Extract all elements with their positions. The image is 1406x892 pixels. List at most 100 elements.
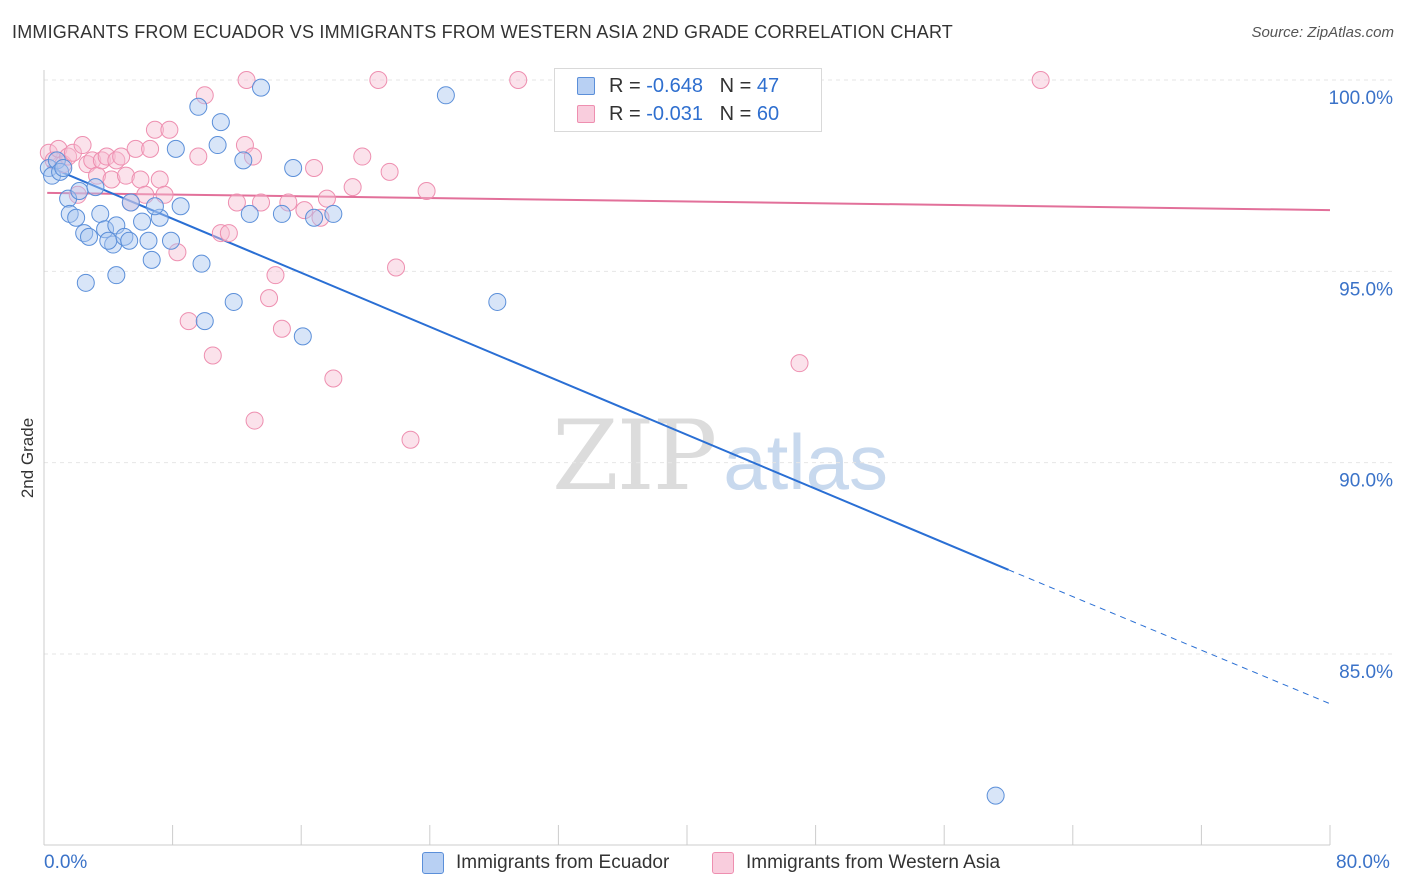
western-asia-point	[1031, 71, 1050, 89]
ecuador-point	[99, 231, 118, 250]
ecuador-point	[252, 78, 271, 97]
ecuador-point	[436, 86, 455, 105]
ecuador-point	[86, 178, 105, 197]
ecuador-point	[240, 204, 259, 223]
watermark-zip: ZIP	[552, 400, 717, 512]
ecuador-point	[305, 208, 324, 227]
western-asia-point	[266, 266, 285, 285]
western-asia-point	[279, 193, 298, 212]
ecuador-point	[80, 227, 99, 246]
ecuador-points	[39, 78, 1005, 805]
western-asia-point	[305, 159, 324, 178]
x-tick-label-max: 80.0%	[1336, 852, 1390, 873]
legend-r-value-western-asia: -0.031	[646, 102, 703, 125]
series-legend-item-western-asia: Immigrants from Western Asia	[712, 852, 1000, 874]
western-asia-point	[790, 354, 809, 373]
legend-swatch-ecuador	[577, 77, 595, 95]
legend-r-label: R =	[609, 102, 641, 125]
western-asia-point	[245, 411, 264, 430]
series-legend-label-western-asia: Immigrants from Western Asia	[746, 852, 1001, 873]
western-asia-point	[343, 178, 362, 197]
ecuador-trend-line	[46, 165, 1009, 571]
western-asia-point	[295, 201, 314, 220]
ecuador-point	[284, 159, 303, 178]
western-asia-point	[102, 170, 121, 189]
legend-n-label: N =	[719, 102, 752, 125]
western-asia-point	[126, 139, 145, 158]
stats-legend: R = -0.648 N = 47 R = -0.031 N = 60	[554, 68, 822, 132]
ecuador-point	[133, 212, 152, 231]
western-asia-point	[179, 312, 198, 331]
watermark: ZIP atlas	[552, 400, 888, 512]
western-asia-point	[195, 86, 214, 105]
western-asia-point	[203, 346, 222, 365]
ecuador-point	[120, 231, 139, 250]
western-asia-point	[509, 71, 528, 89]
western-asia-point	[252, 193, 271, 212]
western-asia-point	[219, 224, 238, 243]
ecuador-point	[195, 312, 214, 331]
western-asia-point	[237, 71, 256, 89]
western-asia-point	[369, 71, 388, 89]
ecuador-point	[150, 208, 169, 227]
western-asia-point	[116, 166, 135, 185]
ecuador-point	[139, 231, 158, 250]
ecuador-point	[166, 139, 185, 158]
series-legend-label-ecuador: Immigrants from Ecuador	[456, 852, 670, 873]
legend-n-label: N =	[719, 74, 752, 97]
ecuador-point	[107, 266, 126, 285]
y-tick-label: 90.0%	[1339, 471, 1393, 492]
y-tick-label: 100.0%	[1329, 88, 1394, 109]
ecuador-point	[211, 113, 230, 132]
ecuador-point	[142, 250, 161, 269]
legend-r-label: R =	[609, 74, 641, 97]
western-asia-point	[353, 147, 372, 166]
legend-n-value-western-asia: 60	[756, 102, 780, 125]
ecuador-point	[161, 231, 180, 250]
series-legend-item-ecuador: Immigrants from Ecuador	[422, 852, 669, 874]
western-asia-point	[155, 185, 174, 204]
western-asia-point	[417, 181, 436, 200]
series-legend-swatch-western-asia	[712, 852, 734, 874]
ecuador-point	[234, 151, 253, 170]
ecuador-point	[121, 193, 140, 212]
legend-row-western-asia: R = -0.031 N = 60	[577, 102, 779, 126]
western-asia-point	[189, 147, 208, 166]
legend-r-value-ecuador: -0.648	[646, 74, 703, 97]
western-asia-point	[131, 170, 150, 189]
ecuador-point	[171, 197, 190, 216]
ecuador-point	[67, 208, 86, 227]
ecuador-point	[47, 151, 66, 170]
western-asia-point	[168, 243, 187, 262]
western-asia-point	[141, 139, 160, 158]
ecuador-point	[96, 220, 115, 239]
ecuador-point	[208, 136, 227, 155]
western-asia-point	[317, 189, 336, 208]
ecuador-point	[76, 273, 95, 292]
western-asia-point	[136, 185, 155, 204]
western-asia-point	[63, 143, 82, 162]
ecuador-point	[272, 204, 291, 223]
y-tick-label: 85.0%	[1339, 662, 1393, 683]
legend-swatch-western-asia	[577, 105, 595, 123]
western-asia-point	[97, 147, 116, 166]
western-asia-point	[145, 120, 164, 139]
ecuador-point	[224, 292, 243, 311]
source-credit: Source: ZipAtlas.com	[1251, 24, 1394, 41]
series-legend-swatch-ecuador	[422, 852, 444, 874]
western-asia-points	[39, 71, 1050, 449]
x-tick-label-min: 0.0%	[44, 852, 88, 873]
western-asia-point	[112, 147, 131, 166]
western-asia-point	[150, 170, 169, 189]
ecuador-point	[91, 204, 110, 223]
western-asia-point	[380, 162, 399, 181]
ecuador-point	[293, 327, 312, 346]
ecuador-point	[488, 292, 507, 311]
western-asia-point	[401, 430, 420, 449]
y-tick-label: 95.0%	[1339, 279, 1393, 300]
ecuador-point	[189, 97, 208, 116]
axes	[43, 70, 1331, 846]
western-asia-point	[73, 136, 92, 155]
ecuador-point	[70, 181, 89, 200]
